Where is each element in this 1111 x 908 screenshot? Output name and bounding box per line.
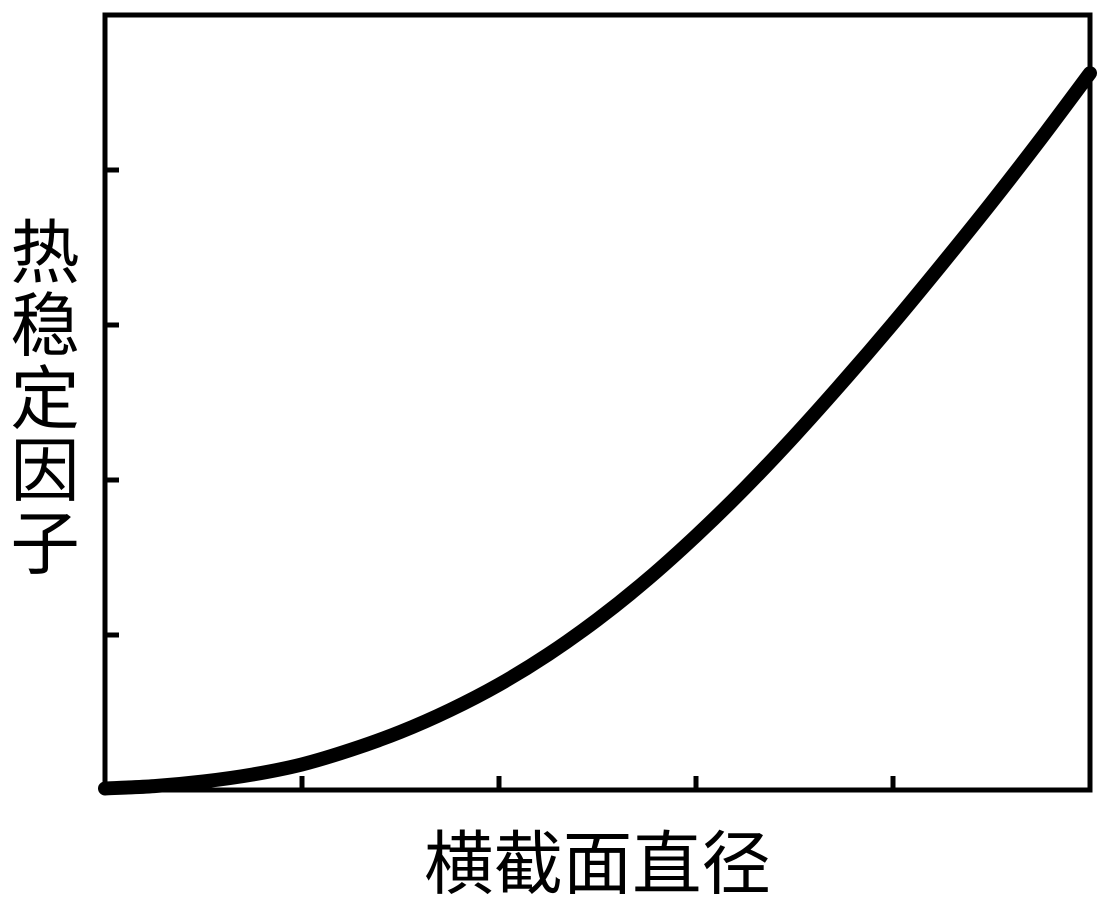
- chart-svg: [0, 0, 1111, 891]
- x-axis-label: 横截面直径: [105, 808, 1090, 908]
- figure: 热稳定因子 横截面直径: [0, 0, 1111, 891]
- y-axis-label: 热稳定因子: [10, 140, 80, 660]
